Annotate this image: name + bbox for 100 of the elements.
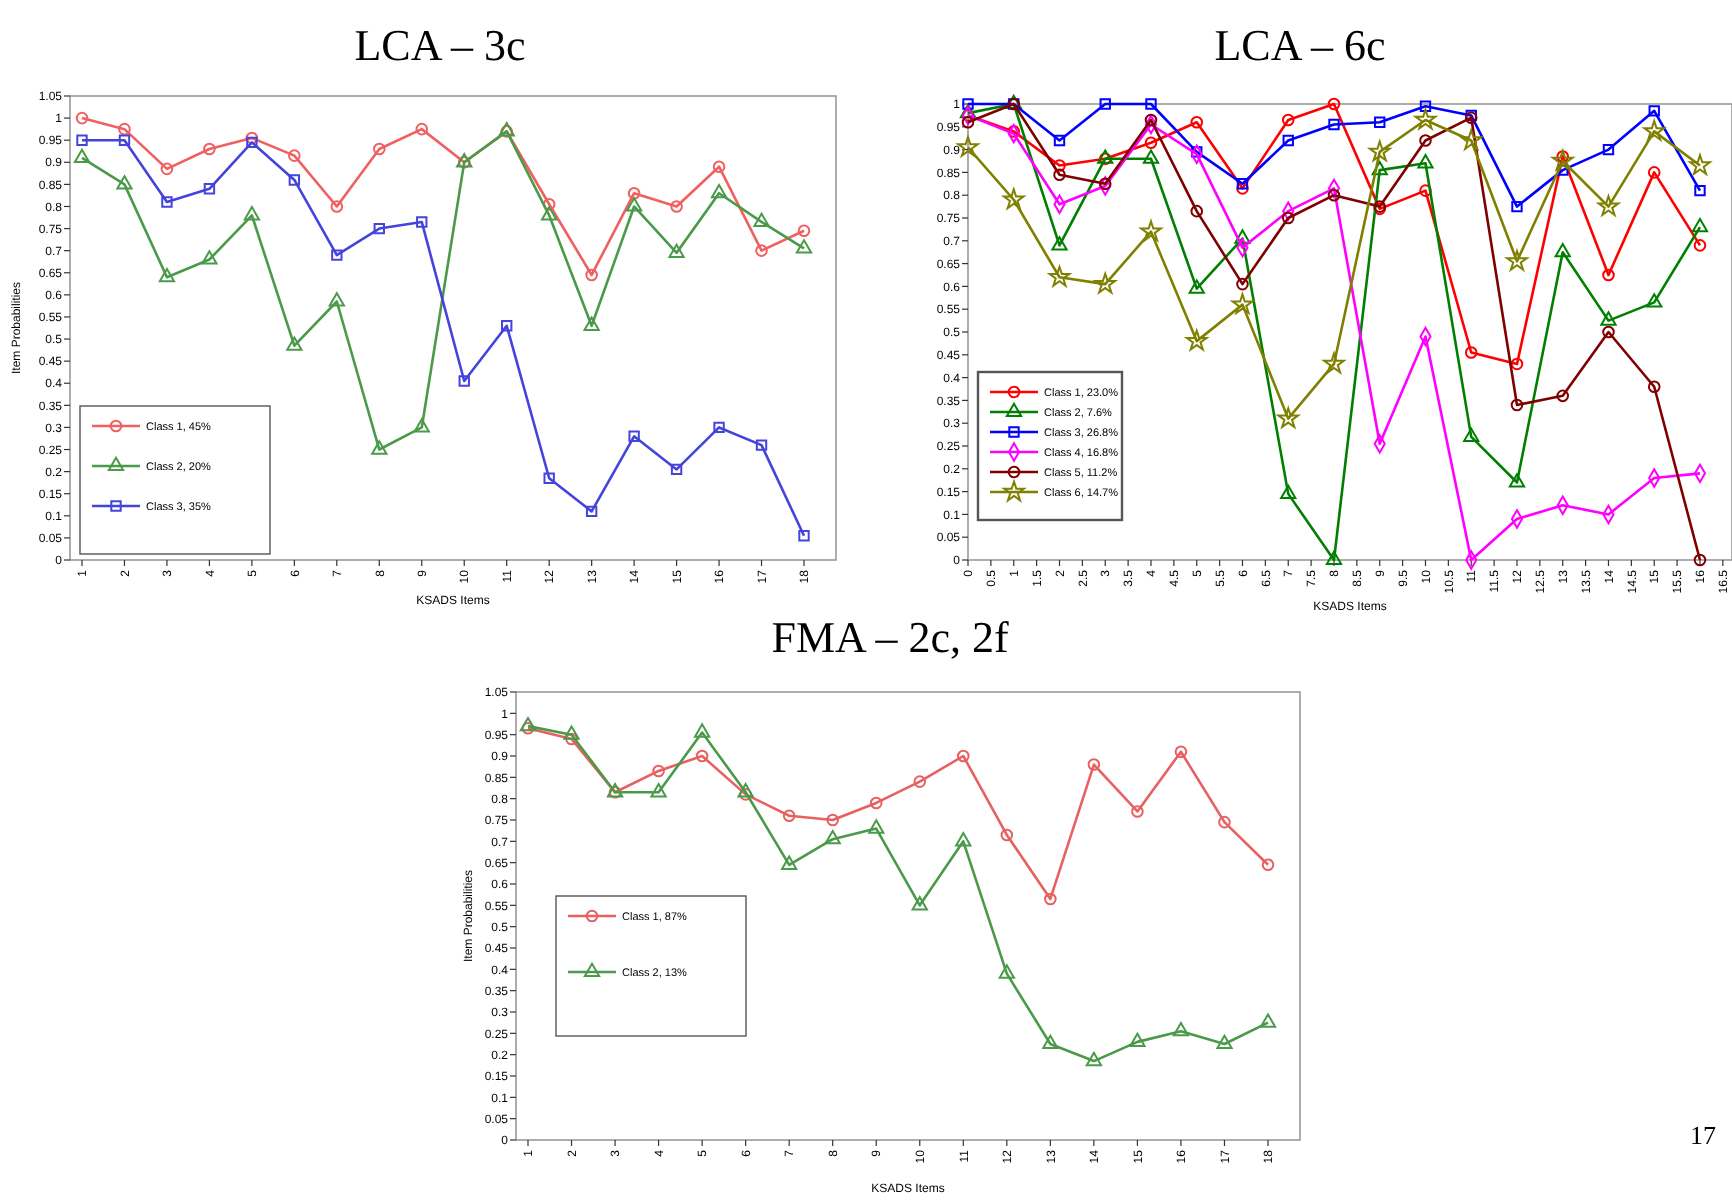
point (1646, 293, 1663, 308)
point (371, 440, 388, 455)
point (998, 964, 1015, 979)
point (1689, 154, 1711, 175)
point (1218, 815, 1231, 829)
point (1131, 805, 1144, 818)
point (1277, 407, 1300, 428)
point (1419, 100, 1432, 112)
point (869, 796, 883, 810)
point (713, 421, 725, 434)
point (1602, 143, 1615, 156)
point (1414, 108, 1437, 130)
point (957, 749, 970, 763)
point (1597, 195, 1620, 216)
chart-title: LCA – 3c (354, 20, 527, 70)
point (201, 250, 218, 265)
point (755, 244, 768, 257)
point (625, 197, 643, 212)
point (670, 463, 683, 476)
point (737, 783, 754, 798)
point (1647, 380, 1661, 393)
point (868, 819, 885, 834)
point (1556, 389, 1570, 403)
point (1236, 182, 1249, 195)
point (1190, 204, 1204, 218)
point (1231, 293, 1254, 314)
point (243, 206, 261, 221)
point (1371, 160, 1388, 176)
point (565, 732, 578, 746)
point (160, 162, 174, 176)
point (1190, 115, 1204, 129)
point (501, 320, 513, 332)
point (627, 186, 641, 200)
point (1145, 98, 1157, 110)
point (1419, 134, 1432, 147)
point (782, 809, 796, 823)
point (1007, 125, 1021, 138)
chart-title: LCA – 6c (1214, 20, 1387, 70)
point (116, 175, 133, 190)
point (652, 764, 665, 778)
point (1602, 268, 1615, 282)
point (1094, 272, 1117, 294)
point (541, 206, 558, 221)
point (739, 788, 752, 801)
point (1282, 134, 1294, 147)
point (1129, 1032, 1146, 1047)
point (1327, 188, 1341, 202)
point (628, 430, 640, 442)
point (330, 200, 344, 213)
point (585, 505, 598, 518)
chart-title: FMA – 2c, 2f (771, 612, 1010, 662)
point (118, 122, 131, 136)
point (1234, 229, 1251, 244)
point (650, 783, 667, 798)
point (795, 239, 813, 254)
point (1691, 217, 1709, 233)
point (1280, 484, 1297, 499)
point (824, 829, 841, 845)
point (288, 149, 301, 162)
point (1323, 352, 1345, 374)
point (1174, 745, 1188, 759)
point (246, 136, 258, 149)
point (1048, 265, 1071, 287)
point (1216, 1034, 1233, 1050)
point (373, 222, 385, 235)
point (563, 725, 580, 740)
point (798, 530, 810, 542)
point (1647, 166, 1661, 179)
point (1236, 277, 1249, 291)
point (1463, 427, 1480, 442)
point (583, 316, 600, 331)
point (1044, 892, 1057, 906)
point (1648, 105, 1660, 117)
point (203, 142, 216, 156)
point (670, 200, 683, 213)
point (955, 832, 972, 847)
point (1602, 325, 1615, 339)
point (826, 813, 839, 827)
point (1328, 118, 1340, 131)
point (1259, 1013, 1277, 1028)
point (1281, 211, 1295, 225)
point (1188, 279, 1205, 294)
point (1643, 120, 1666, 141)
point (158, 267, 176, 283)
point (1374, 116, 1386, 128)
point (693, 723, 711, 738)
point (1142, 149, 1160, 164)
point (1085, 1051, 1103, 1067)
point (911, 896, 928, 911)
point (1099, 98, 1111, 110)
point (1087, 758, 1101, 771)
point (1144, 113, 1158, 127)
point (585, 268, 598, 282)
point (1053, 134, 1066, 147)
point (1368, 140, 1391, 162)
point (118, 134, 131, 146)
point (1002, 188, 1025, 210)
point (1325, 550, 1343, 566)
point (1510, 509, 1524, 529)
point (962, 98, 974, 110)
